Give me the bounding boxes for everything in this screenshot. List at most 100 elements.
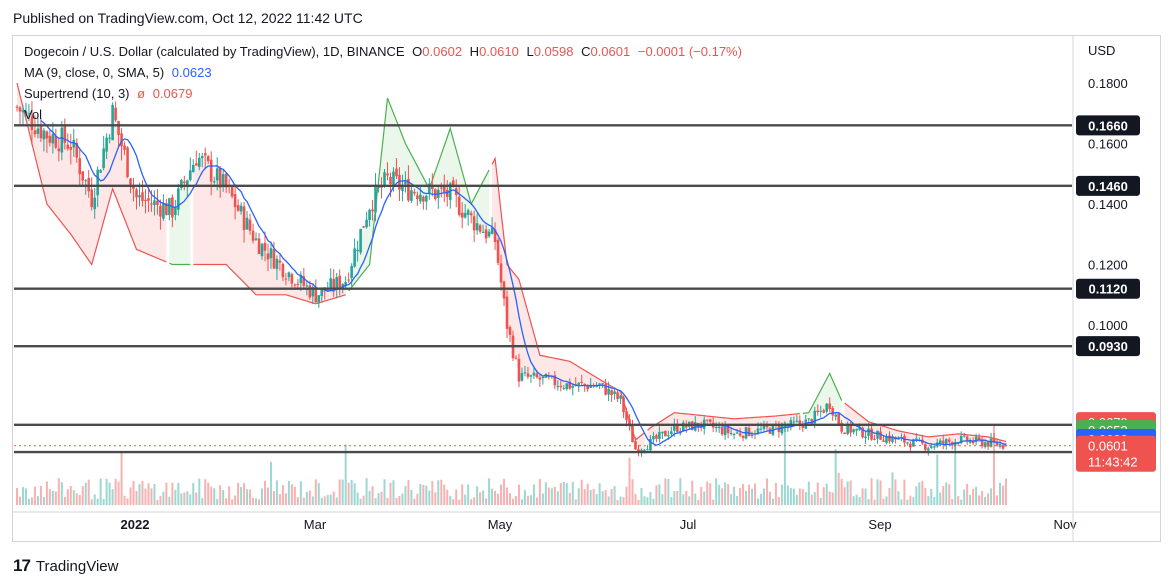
candle-body xyxy=(870,428,873,440)
candle-body xyxy=(879,431,882,440)
volume-bar xyxy=(957,496,960,505)
volume-bar xyxy=(622,497,625,505)
volume-bar xyxy=(225,498,228,505)
volume-bar xyxy=(828,491,831,505)
volume-bar xyxy=(362,495,365,505)
candle-body xyxy=(102,148,105,169)
chart-frame[interactable] xyxy=(12,35,1161,542)
volume-bar xyxy=(736,495,739,505)
candle-body xyxy=(469,213,473,216)
candle-body xyxy=(601,383,604,385)
candle-body xyxy=(117,120,120,136)
volume-bar xyxy=(526,495,529,505)
volume-bar xyxy=(676,490,679,505)
volume-bar xyxy=(774,482,777,505)
candle-body xyxy=(589,385,592,388)
legend-volume-row: Vol xyxy=(24,107,46,122)
volume-bar xyxy=(607,496,610,505)
volume-bar xyxy=(476,486,479,505)
volume-bar xyxy=(290,484,293,505)
volume-bar xyxy=(159,496,162,505)
candle-body xyxy=(460,212,464,218)
volume-label: Vol xyxy=(24,107,43,122)
candle-body xyxy=(153,200,156,206)
candle-body xyxy=(580,381,584,384)
candle-body xyxy=(977,437,981,440)
candle-body xyxy=(371,209,374,212)
volume-bar xyxy=(392,480,395,505)
volume-bar xyxy=(60,482,63,505)
volume-bar xyxy=(652,498,655,505)
volume-bar xyxy=(138,484,141,505)
volume-bar xyxy=(673,491,676,505)
candle-body xyxy=(523,372,527,374)
candle-body xyxy=(194,163,198,166)
volume-bar xyxy=(135,490,138,505)
candle-body xyxy=(326,290,330,292)
volume-bar xyxy=(63,496,66,505)
volume-bar xyxy=(996,495,999,505)
footer-brand-name: TradingView xyxy=(35,557,119,575)
candle-body xyxy=(825,403,829,412)
volume-bar xyxy=(984,496,987,505)
supertrend-line xyxy=(193,263,346,305)
volume-bar xyxy=(834,449,837,505)
volume-bar xyxy=(757,498,760,505)
candle-body xyxy=(867,428,870,436)
candle-body xyxy=(78,158,82,175)
volume-bar xyxy=(30,497,33,505)
candle-body xyxy=(780,425,784,434)
volume-bar xyxy=(577,488,580,505)
volume-bar xyxy=(873,499,876,505)
volume-bar xyxy=(90,499,93,505)
candle-body xyxy=(747,427,751,437)
volume-bar xyxy=(204,479,207,505)
volume-bar xyxy=(993,425,996,505)
volume-bar xyxy=(535,497,538,505)
volume-bar xyxy=(39,485,42,505)
volume-bar xyxy=(777,497,780,505)
volume-bar xyxy=(661,494,664,505)
volume-bar xyxy=(664,478,667,505)
volume-bar xyxy=(586,483,589,505)
candle-body xyxy=(90,189,93,207)
volume-bar xyxy=(523,490,526,505)
candle-body xyxy=(75,143,79,158)
candle-body xyxy=(308,285,312,298)
candle-body xyxy=(200,156,204,159)
volume-bar xyxy=(344,444,347,505)
candle-body xyxy=(538,377,542,380)
candle-body xyxy=(428,183,431,193)
supertrend-fill xyxy=(348,98,490,291)
volume-bar xyxy=(888,487,891,505)
volume-bar xyxy=(401,493,404,505)
candle-body xyxy=(404,180,407,185)
volume-bar xyxy=(631,479,634,505)
candle-body xyxy=(386,173,389,176)
tradingview-logo-icon: 17 xyxy=(13,556,31,575)
volume-bar xyxy=(682,494,685,505)
volume-bar xyxy=(951,498,954,505)
level-tag-bg xyxy=(1076,278,1140,299)
volume-bar xyxy=(341,479,344,505)
candle-body xyxy=(941,440,945,444)
volume-bar xyxy=(284,493,287,505)
candle-body xyxy=(944,439,948,444)
volume-bar xyxy=(921,480,924,505)
volume-bar xyxy=(936,454,939,505)
candle-body xyxy=(39,125,43,139)
volume-bar xyxy=(84,482,87,505)
candle-body xyxy=(15,106,19,108)
level-tag-label: 0.0930 xyxy=(1088,339,1128,354)
candle-body xyxy=(490,227,494,234)
candle-body xyxy=(514,357,518,359)
volume-bar xyxy=(311,496,314,505)
moving-average-layer xyxy=(40,120,1007,446)
volume-bar xyxy=(353,483,356,505)
volume-bar xyxy=(715,478,718,505)
volume-bar xyxy=(296,497,299,505)
volume-bar xyxy=(643,496,646,505)
candle-body xyxy=(930,446,933,448)
candle-body xyxy=(48,135,52,143)
